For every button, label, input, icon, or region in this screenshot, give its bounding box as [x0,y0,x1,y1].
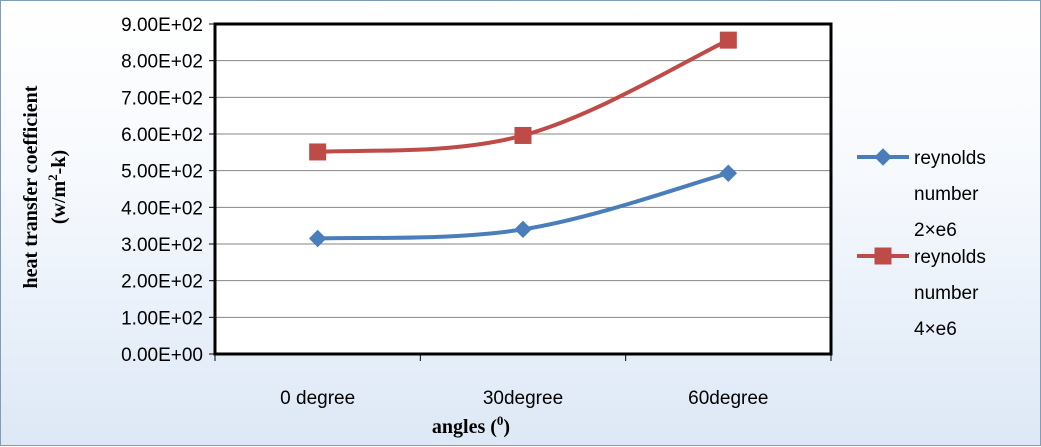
y-axis-title-line2: (w/m2-k) [45,150,70,224]
x-tick-label: 0 degree [280,388,355,409]
x-tick-label: 30degree [483,388,563,409]
y-axis-title: heat transfer coefficient (w/m2-k) [20,85,70,288]
y-tick-label: 2.00E+02 [121,272,203,293]
series-2 [309,31,737,161]
legend-label: reynolds [914,148,986,169]
y-axis-title-line2-sup: 2 [45,174,60,181]
data-point [514,220,532,239]
y-axis-title-line2-a: (w/m [48,180,70,224]
x-tick-label: 60degree [688,388,768,409]
legend-label: reynolds [914,247,986,268]
y-tick-label: 0.00E+00 [121,345,203,366]
x-axis-title-sup: 0 [497,413,504,428]
legend: reynolds number 2×e6 reynolds number 4×e6 [857,148,986,340]
series-1 [308,164,738,248]
y-axis-title-line1: heat transfer coefficient [20,85,42,288]
series-group [308,31,738,248]
legend-label: number [914,184,979,205]
x-tick-labels: 0 degree 30degree 60degree [214,354,832,409]
y-tick-label: 5.00E+02 [121,162,203,183]
legend-marker [874,247,892,265]
x-axis-title-main: angles ( [432,416,497,438]
legend-label: 4×e6 [914,319,957,340]
x-axis-title: angles (0) [432,413,510,438]
y-axis-title-line2-b: -k) [48,150,70,174]
plot-border [213,22,833,356]
y-tick-label: 3.00E+02 [121,235,203,256]
data-point [719,31,737,49]
legend-marker [874,148,892,166]
data-point [309,143,327,161]
y-tick-label: 6.00E+02 [121,125,203,146]
y-tick-label: 1.00E+02 [121,308,203,329]
legend-item: reynolds number 4×e6 [857,247,986,340]
y-tick-label: 9.00E+02 [121,15,203,36]
data-point [719,164,738,182]
y-tick-label: 7.00E+02 [121,88,203,109]
y-tick-label: 8.00E+02 [121,52,203,73]
y-tick-labels: 0.00E+00 1.00E+02 2.00E+02 3.00E+02 4.00E+02… [121,15,203,366]
data-point [514,126,532,144]
legend-label: number [914,283,979,304]
legend-item: reynolds number 2×e6 [857,148,986,241]
plot-area [215,24,831,354]
x-axis-title-end: ) [503,416,510,438]
y-tick-label: 4.00E+02 [121,198,203,219]
legend-label: 2×e6 [914,220,957,241]
data-point [308,229,327,248]
